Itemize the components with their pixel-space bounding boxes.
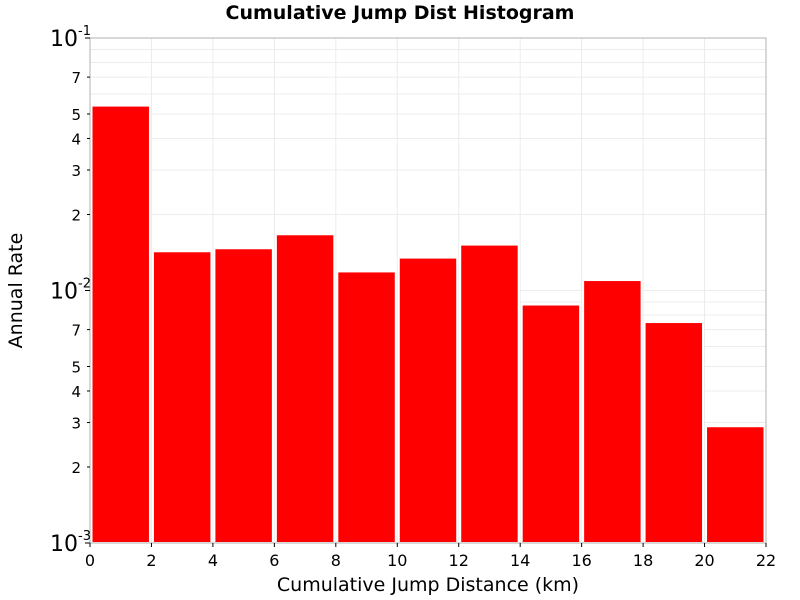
y-minor-tick-label: 3 [71, 162, 81, 180]
x-tick-label: 14 [510, 551, 530, 570]
chart-title: Cumulative Jump Dist Histogram [225, 2, 575, 24]
y-minor-tick-label: 3 [71, 415, 81, 433]
y-axis-label: Annual Rate [5, 233, 27, 349]
x-tick-label: 18 [633, 551, 653, 570]
y-minor-tick-label: 2 [71, 206, 81, 224]
y-major-tick-label: 10-2 [50, 277, 91, 305]
histogram-bar [336, 270, 397, 544]
y-minor-tick-label: 5 [71, 106, 81, 124]
y-minor-tick-label: 2 [71, 459, 81, 477]
x-axis-label: Cumulative Jump Distance (km) [277, 574, 579, 596]
x-tick-label: 4 [208, 551, 218, 570]
histogram-bar [459, 243, 520, 544]
histogram-bar [520, 303, 582, 544]
x-tick-label: 12 [449, 551, 469, 570]
histogram-bar [643, 321, 705, 544]
y-major-tick-label: 10-1 [50, 24, 91, 52]
y-minor-tick-label: 7 [71, 69, 81, 87]
histogram-bar [705, 425, 766, 544]
x-tick-label: 20 [694, 551, 714, 570]
histogram-bar [274, 233, 336, 544]
x-tick-label: 10 [387, 551, 407, 570]
x-tick-label: 16 [571, 551, 591, 570]
x-tick-label: 22 [756, 551, 776, 570]
y-minor-tick-label: 7 [71, 322, 81, 340]
y-minor-tick-label: 5 [71, 359, 81, 377]
y-minor-tick-label: 4 [71, 130, 81, 148]
x-tick-label: 0 [85, 551, 95, 570]
x-tick-label: 6 [269, 551, 279, 570]
histogram-bar [397, 256, 459, 544]
x-axis-ticks: 0 2 4 6 8 10 12 14 16 18 20 22 [85, 543, 776, 570]
histogram-bar [151, 250, 213, 544]
histogram-bar [213, 247, 274, 544]
histogram-bar [90, 104, 151, 544]
bars [90, 104, 766, 544]
x-tick-label: 8 [331, 551, 341, 570]
histogram-bar [582, 279, 643, 544]
x-tick-label: 2 [146, 551, 156, 570]
y-minor-tick-label: 4 [71, 383, 81, 401]
